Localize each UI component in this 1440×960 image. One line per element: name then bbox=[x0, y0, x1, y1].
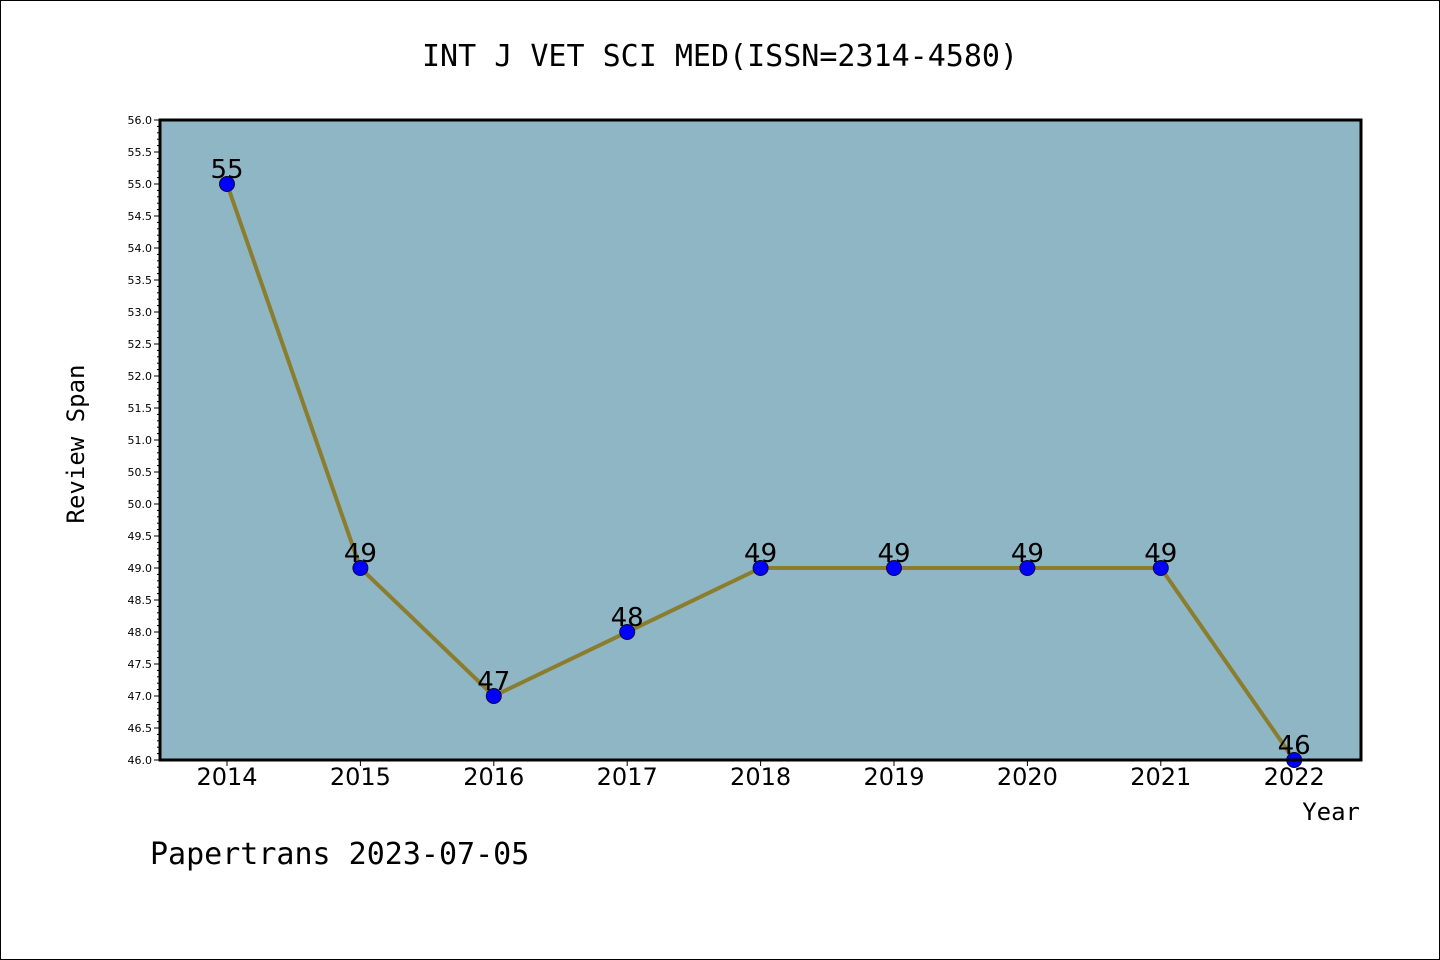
x-tick-label: 2019 bbox=[863, 763, 924, 791]
data-point bbox=[619, 624, 636, 640]
data-point bbox=[352, 560, 369, 576]
x-tick-label: 2016 bbox=[463, 763, 524, 791]
data-label-layer: 55 49 47 48 49 49 49 49 46 bbox=[210, 155, 1310, 761]
chart-title: INT J VET SCI MED(ISSN=2314-4580) bbox=[422, 39, 1018, 74]
data-label: 55 bbox=[210, 155, 243, 185]
plot-border bbox=[158, 118, 1363, 762]
x-tick-label: 2014 bbox=[196, 763, 257, 791]
data-label: 49 bbox=[344, 539, 377, 569]
y-tick-label: 49.0 bbox=[128, 562, 153, 575]
y-tick-label: 53.5 bbox=[128, 274, 153, 287]
y-tick-label: 55.5 bbox=[128, 146, 153, 159]
plot-area bbox=[160, 120, 1361, 760]
data-point bbox=[1152, 560, 1169, 576]
x-tick-label: 2018 bbox=[730, 763, 791, 791]
data-point bbox=[886, 560, 902, 576]
data-point bbox=[752, 560, 769, 576]
x-axis-ticks: 2014 2015 2016 2017 2018 2019 2020 2021 2022 bbox=[196, 760, 1325, 791]
y-tick-label: 55.0 bbox=[128, 178, 153, 191]
y-tick-label: 47.5 bbox=[128, 658, 153, 671]
y-tick-label: 53.0 bbox=[128, 306, 153, 319]
y-tick-label: 51.5 bbox=[128, 402, 153, 415]
y-tick-label: 48.5 bbox=[128, 594, 153, 607]
y-tick-label: 52.0 bbox=[128, 370, 153, 383]
data-point bbox=[485, 688, 502, 704]
y-tick-label: 47.0 bbox=[128, 690, 153, 703]
y-tick-label: 54.5 bbox=[128, 210, 153, 223]
y-tick-label: 50.0 bbox=[128, 498, 153, 511]
data-point bbox=[219, 176, 235, 192]
data-label: 49 bbox=[1144, 539, 1177, 569]
marker-layer bbox=[219, 176, 1303, 768]
y-axis-label: Review Span bbox=[62, 365, 90, 524]
x-tick-label: 2015 bbox=[330, 763, 391, 791]
data-label: 48 bbox=[611, 603, 644, 633]
x-tick-label: 2021 bbox=[1130, 763, 1191, 791]
y-tick-label: 54.0 bbox=[128, 242, 153, 255]
data-label: 49 bbox=[1011, 539, 1044, 569]
x-axis-label: Year bbox=[1302, 798, 1360, 826]
y-tick-label: 52.5 bbox=[128, 338, 153, 351]
y-tick-label: 56.0 bbox=[128, 114, 153, 127]
data-label: 49 bbox=[877, 539, 910, 569]
y-axis-ticks: 46.0 46.5 47.0 47.5 48.0 48.5 49.0 49.5 50.0 50.5… bbox=[128, 114, 160, 767]
footer-note: Papertrans 2023-07-05 bbox=[150, 837, 529, 872]
data-point bbox=[1019, 560, 1036, 576]
y-tick-label: 46.5 bbox=[128, 722, 153, 735]
y-tick-label: 51.0 bbox=[128, 434, 153, 447]
y-tick-label: 48.0 bbox=[128, 626, 153, 639]
data-label: 49 bbox=[744, 539, 777, 569]
x-tick-label: 2020 bbox=[997, 763, 1058, 791]
x-tick-label: 2017 bbox=[597, 763, 658, 791]
data-label: 47 bbox=[477, 667, 510, 697]
y-tick-label: 49.5 bbox=[128, 530, 153, 543]
data-label: 46 bbox=[1278, 731, 1311, 761]
y-tick-label: 50.5 bbox=[128, 466, 153, 479]
y-tick-label: 46.0 bbox=[128, 754, 153, 767]
